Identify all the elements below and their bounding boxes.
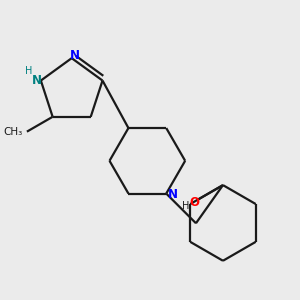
Text: O: O — [190, 196, 200, 209]
Text: N: N — [32, 74, 42, 87]
Text: H: H — [182, 202, 189, 212]
Text: N: N — [69, 49, 80, 62]
Text: H: H — [25, 66, 33, 76]
Text: N: N — [168, 188, 178, 201]
Text: CH₃: CH₃ — [3, 127, 22, 137]
